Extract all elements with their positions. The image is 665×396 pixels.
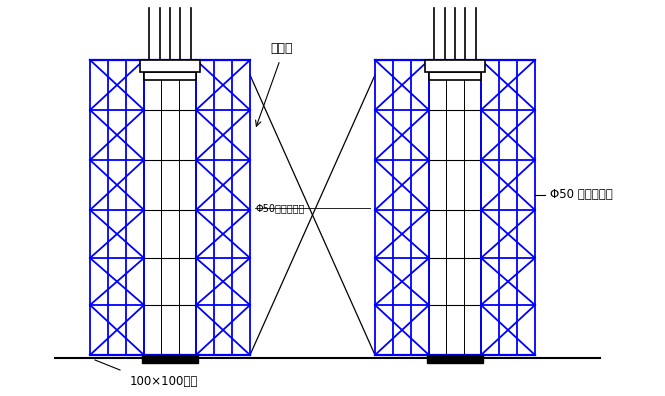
Bar: [144, 60, 196, 355]
Bar: [425, 60, 485, 72]
Bar: [429, 72, 481, 80]
Bar: [142, 355, 198, 363]
Bar: [140, 60, 200, 72]
Bar: [144, 72, 196, 80]
Bar: [427, 355, 483, 363]
Text: Φ50 钉管脚手架: Φ50 钉管脚手架: [550, 188, 612, 202]
Text: 人行桥: 人行桥: [270, 42, 293, 55]
Bar: [429, 60, 481, 355]
Text: 100×100方木: 100×100方木: [130, 375, 198, 388]
Text: Φ50钉管脚手架: Φ50钉管脚手架: [255, 203, 305, 213]
